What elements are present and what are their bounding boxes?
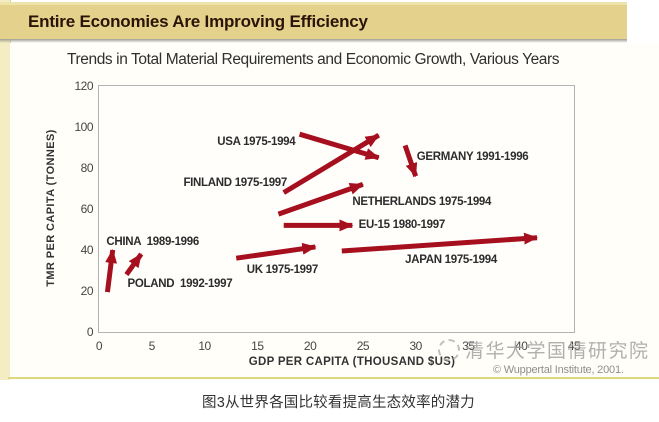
trend-arrow-usa	[298, 131, 380, 161]
y-tick-40: 40	[80, 243, 94, 257]
chart-title: Trends in Total Material Requirements an…	[67, 51, 560, 68]
series-label-poland: POLAND 1992-1997	[127, 278, 233, 291]
series-label-usa: USA 1975-1994	[217, 135, 296, 148]
trend-arrow-china	[104, 249, 118, 293]
x-tick-40: 40	[515, 339, 528, 353]
credit-text: © Wuppertal Institute, 2001.	[493, 364, 624, 376]
series-label-japan: JAPAN 1975-1994	[405, 254, 497, 267]
top-right-white-corner	[627, 0, 659, 43]
series-label-uk: UK 1975-1997	[246, 264, 319, 277]
series-label-germany: GERMANY 1991-1996	[416, 150, 529, 163]
header-title: Entire Economies Are Improving Efficienc…	[28, 12, 368, 31]
trend-arrow-netherlands	[277, 182, 364, 217]
header-shadow	[0, 39, 627, 43]
watermark-text: 清华大学国情研究院	[465, 341, 650, 362]
x-tick-30: 30	[409, 339, 422, 353]
x-tick-20: 20	[303, 339, 317, 353]
x-tick-10: 10	[198, 339, 211, 353]
y-tick-20: 20	[80, 284, 94, 298]
series-label-netherlands: NETHERLANDS 1975-1994	[352, 196, 492, 209]
x-tick-35: 35	[462, 339, 475, 353]
watermark: 清华大学国情研究院	[438, 336, 650, 363]
figure-caption: 图3从世界各国比较看提高生态效率的潜力	[202, 395, 475, 411]
x-tick-45: 45	[567, 339, 581, 353]
trend-arrows-layer	[104, 131, 539, 293]
bottom-border-line	[8, 377, 659, 379]
x-tick-5: 5	[148, 339, 156, 353]
trend-arrow-poland	[124, 252, 144, 277]
y-tick-80: 80	[80, 161, 94, 175]
x-tick-25: 25	[356, 339, 370, 353]
trend-arrow-uk	[235, 242, 317, 261]
y-axis-label: TMR PER CAPITA (TONNES)	[45, 129, 57, 287]
x-tick-0: 0	[95, 339, 103, 353]
y-tick-120: 120	[74, 79, 93, 93]
trend-arrow-finland	[282, 133, 381, 195]
series-label-finland: FINLAND 1975-1997	[183, 176, 287, 189]
plot-area: CHINA 1989-1996 POLAND 1992-1997 UK 1975-1…	[74, 79, 580, 353]
header-bar: Entire Economies Are Improving Efficienc…	[0, 2, 627, 39]
y-tick-100: 100	[74, 120, 93, 134]
watermark-logo-icon	[438, 338, 460, 361]
y-tick-60: 60	[80, 202, 94, 216]
x-tick-15: 15	[251, 339, 264, 353]
series-label-china: CHINA 1989-1996	[106, 236, 199, 248]
series-label-eu-15: EU-15 1980-1997	[358, 218, 446, 231]
x-axis-label: GDP PER CAPITA (THOUSAND $US)	[248, 356, 456, 368]
y-tick-0: 0	[86, 325, 94, 339]
trend-arrow-germany	[402, 144, 419, 178]
trend-arrow-japan	[341, 232, 539, 254]
